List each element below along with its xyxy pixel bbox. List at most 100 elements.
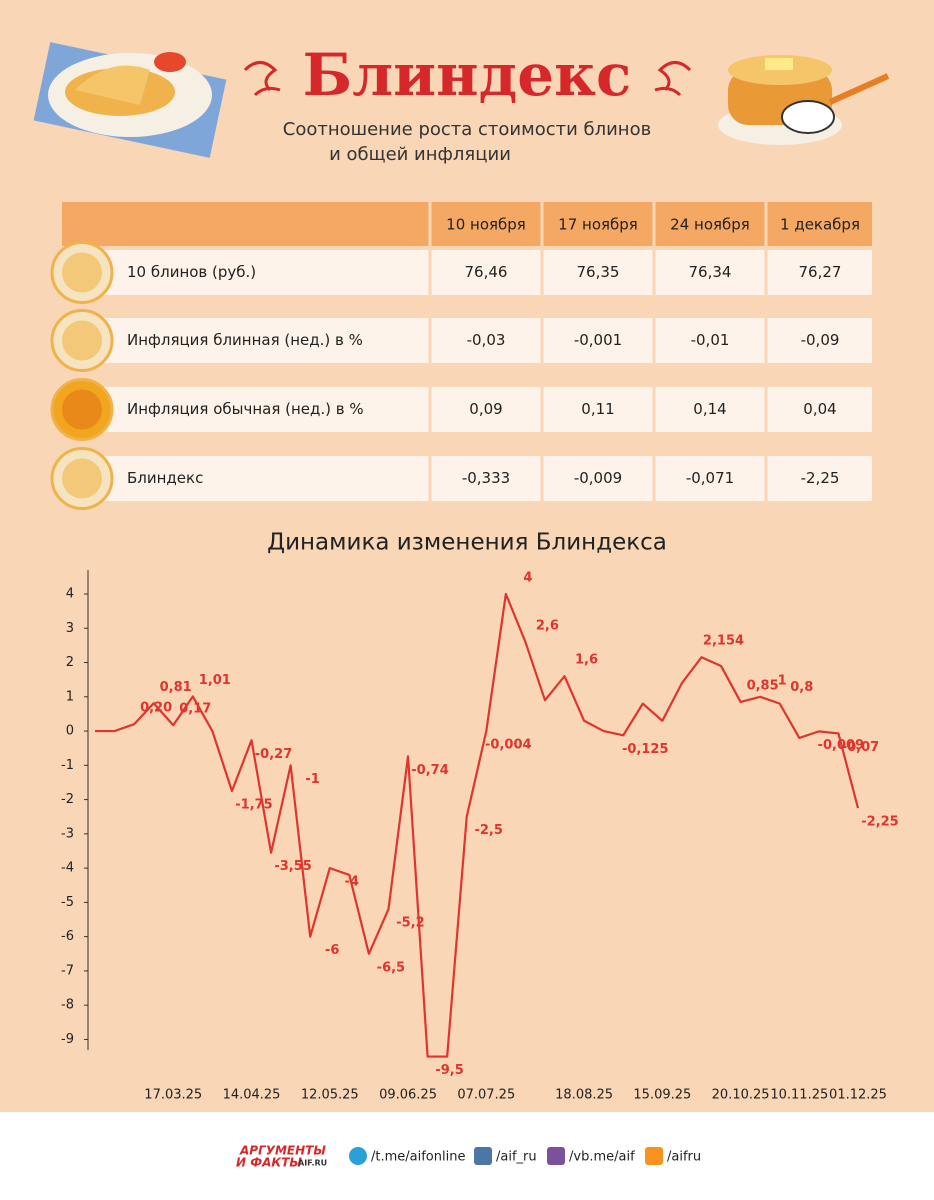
data-label: -9,5 [435,1063,463,1078]
footer-background [0,1112,934,1200]
brand: AIF.RU [298,1159,327,1168]
y-tick-label: 1 [66,689,74,704]
brand: АРГУМЕНТЫ [239,1144,326,1158]
data-label: -2,25 [861,815,898,830]
x-tick-label: 07.07.25 [457,1088,515,1103]
table-cell: 0,11 [581,400,614,418]
row-icon-inner [62,320,102,361]
pancake-plate-illustration [33,42,227,158]
data-label: -4 [345,875,359,890]
table-cell: 76,46 [465,263,508,281]
table-cell: 0,14 [693,400,726,418]
data-label: -3,55 [274,859,311,874]
social-link: /aif_ru [496,1150,537,1165]
table-cell: 0,09 [469,400,502,418]
y-tick-label: -7 [61,963,74,978]
x-tick-label: 01.12.25 [829,1088,887,1103]
y-tick-label: 3 [66,621,74,636]
table-header [62,202,872,246]
data-label: -0,07 [842,740,879,755]
data-label: -5,2 [396,916,424,931]
table-cell: 0,04 [803,400,836,418]
row-icon-inner [62,458,102,499]
table-cell: 76,34 [689,263,732,281]
column-header: 10 ноября [446,216,526,234]
table-cell: 76,35 [577,263,620,281]
table-row [62,318,872,363]
data-label: 1,6 [575,653,598,668]
table-row [62,456,872,501]
data-label: 2,6 [536,618,559,633]
data-label: -2,5 [474,823,502,838]
table-cell: -2,25 [801,469,840,487]
x-tick-label: 12.05.25 [301,1088,359,1103]
column-header: 1 декабря [780,216,860,234]
column-header: 17 ноября [558,216,638,234]
social-link: /aifru [667,1150,701,1165]
table-cell: -0,071 [686,469,734,487]
y-tick-label: 0 [66,724,74,739]
row-label: 10 блинов (руб.) [127,263,256,281]
subtitle: Соотношение роста стоимости блинов [283,119,651,140]
x-tick-label: 20.10.25 [712,1088,770,1103]
data-label: -1,75 [235,798,272,813]
data-label: 0,20 [140,701,172,716]
y-tick-label: -3 [61,826,74,841]
data-label: -6,5 [377,960,405,975]
y-tick-label: -9 [61,1032,74,1047]
data-line [95,592,860,1058]
data-label: 0,81 [160,680,192,695]
table-cell: -0,333 [462,469,510,487]
row-label: Блиндекс [127,469,203,487]
data-label: -0,125 [622,742,669,757]
data-label: -1 [305,772,319,787]
data-label: -0,004 [485,738,532,753]
x-tick-label: 18.08.25 [555,1088,613,1103]
subtitle: и общей инфляции [329,144,511,165]
table-cell: 76,27 [799,263,842,281]
data-label: -0,27 [255,747,292,762]
data-label: 2,154 [703,634,744,649]
y-tick-label: 4 [66,586,74,601]
data-label: 0,85 [747,678,779,693]
y-tick-label: 2 [66,655,74,670]
row-label: Инфляция обычная (нед.) в % [127,400,364,418]
table-cell: -0,001 [574,331,622,349]
table-cell: -0,09 [801,331,840,349]
row-icon-inner [62,252,102,293]
link-icon [547,1147,565,1165]
brand: И ФАКТЫ [236,1156,302,1170]
table-row [62,250,872,295]
data-label: 1 [778,673,787,688]
pancake-stack-illustration [718,55,890,145]
data-label: 1,01 [199,673,231,688]
background [0,0,934,1112]
y-tick-label: -1 [61,758,74,773]
y-tick-label: -4 [61,861,74,876]
social-link: /vb.me/aif [569,1150,635,1165]
table-cell: -0,01 [691,331,730,349]
table-cell: -0,03 [467,331,506,349]
x-tick-label: 15.09.25 [633,1088,691,1103]
data-label: 0,17 [179,702,211,717]
table-row [62,387,872,432]
y-tick-label: -2 [61,792,74,807]
x-tick-label: 09.06.25 [379,1088,437,1103]
data-label: 0,8 [790,680,813,695]
row-label: Инфляция блинная (нед.) в % [127,331,363,349]
link-icon [474,1147,492,1165]
data-label: -6 [325,943,339,958]
row-icon-inner [62,389,102,430]
chart-title: Динамика изменения Блиндекса [267,530,667,556]
x-tick-label: 17.03.25 [144,1088,202,1103]
link-icon [349,1147,367,1165]
y-tick-label: -5 [61,895,74,910]
link-icon [645,1147,663,1165]
y-tick-label: -6 [61,929,74,944]
x-tick-label: 14.04.25 [223,1088,281,1103]
x-tick-label: 10.11.25 [770,1088,828,1103]
title: Блиндекс [303,41,632,109]
data-label: -0,74 [411,763,448,778]
